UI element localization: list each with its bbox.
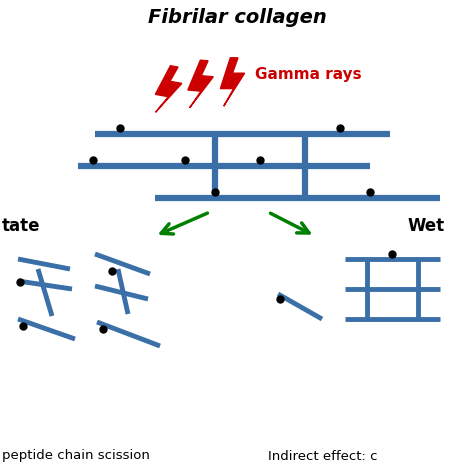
Text: peptide chain scission: peptide chain scission [2,449,150,463]
Text: tate: tate [2,217,40,235]
Text: Indirect effect: c: Indirect effect: c [268,449,377,463]
Polygon shape [155,66,182,112]
Text: Gamma rays: Gamma rays [255,66,362,82]
Polygon shape [220,58,245,106]
Text: Wet: Wet [408,217,445,235]
Text: Fibrilar collagen: Fibrilar collagen [147,8,327,27]
Polygon shape [188,60,213,108]
